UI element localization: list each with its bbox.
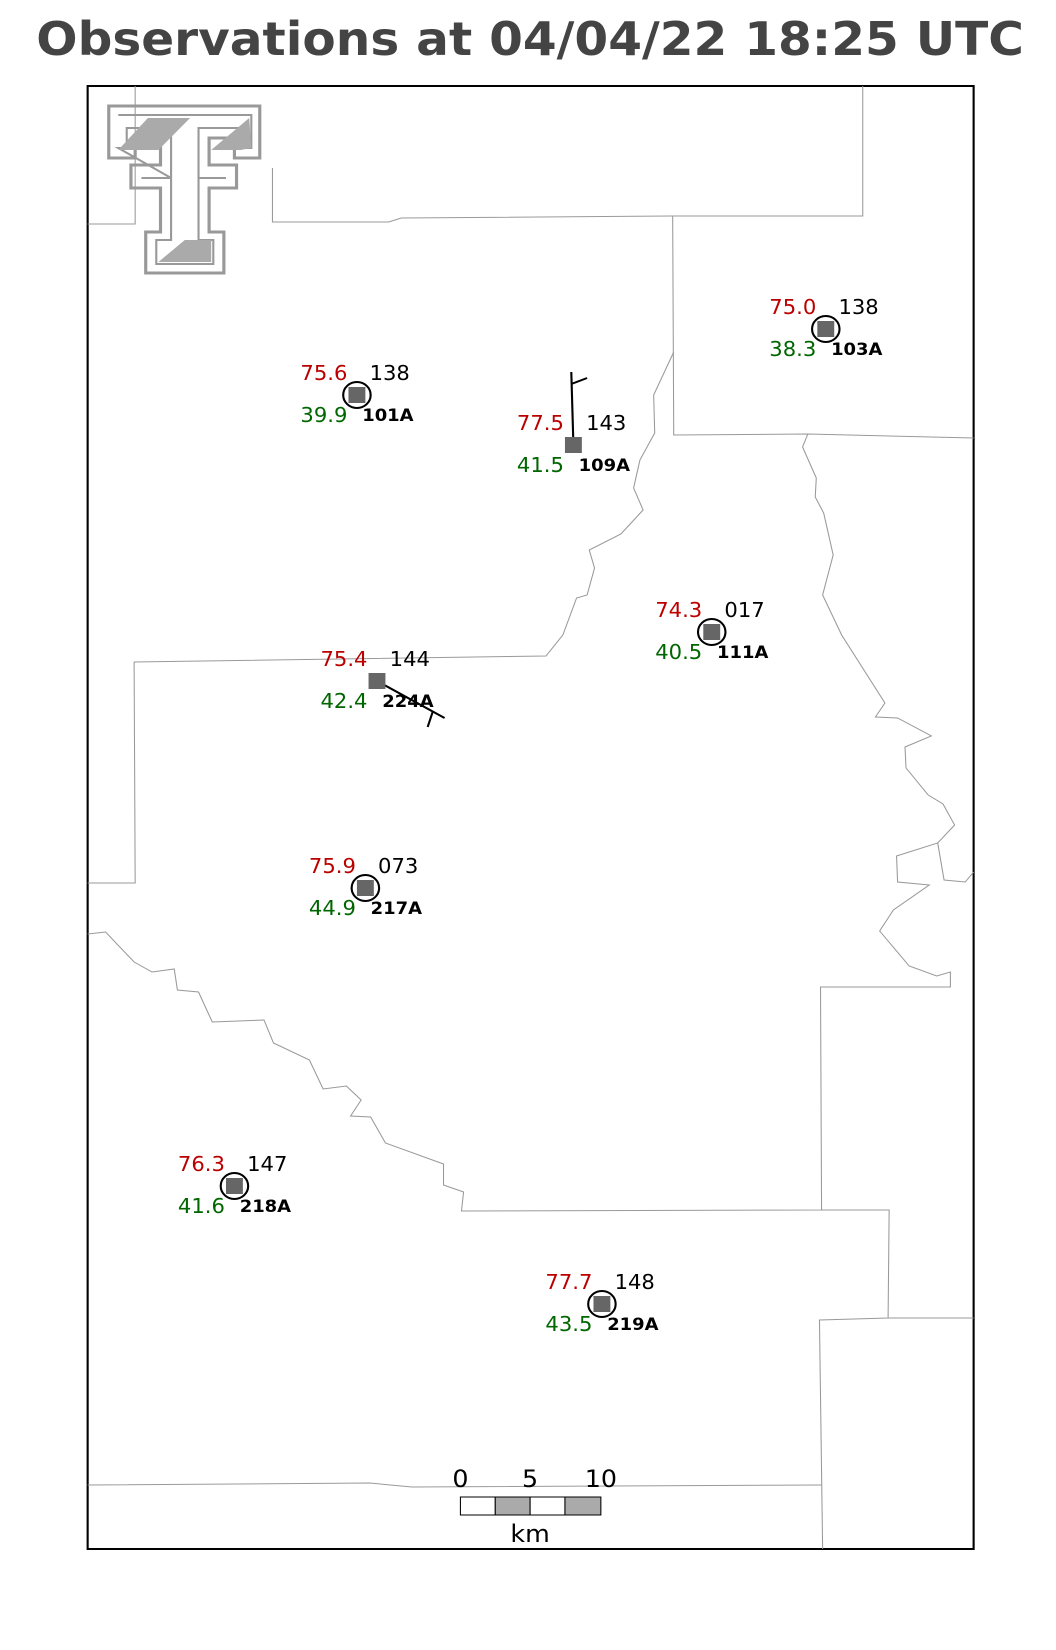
calm-circle [587,1290,617,1318]
dewpoint: 40.5 [655,641,702,664]
pressure: 073 [378,855,418,878]
station-marker [225,1178,243,1194]
university-logo [107,104,262,275]
temperature: 77.5 [517,412,564,435]
station-id: 224A [382,692,434,711]
pressure: 143 [586,412,626,435]
calm-circle [811,315,841,343]
station-marker [593,1296,611,1312]
calm-circle [350,874,381,902]
temperature: 75.6 [300,362,347,385]
calm-circle [219,1172,250,1200]
station-marker [703,624,721,640]
station-marker [817,321,835,337]
station-id: 111A [717,643,769,662]
dewpoint: 41.5 [517,454,564,477]
title: Observations at 04/04/22 18:25 UTC [36,13,1024,66]
dewpoint: 44.9 [309,897,356,920]
pressure: 138 [370,362,410,385]
station-id: 218A [240,1197,292,1216]
station-marker [564,437,582,453]
scale-tick-label: 5 [522,1465,538,1493]
temperature: 76.3 [178,1153,225,1176]
scale-tick-label: 0 [452,1465,468,1493]
calm-circle [696,618,727,646]
station-marker [348,387,366,403]
temperature: 75.9 [309,855,356,878]
scale-bar: km [459,1496,602,1548]
dewpoint: 41.6 [178,1195,225,1218]
temperature: 77.7 [545,1271,592,1294]
scale-tick-label: 10 [585,1465,617,1493]
pressure: 148 [615,1271,655,1294]
temperature: 75.4 [321,648,368,671]
station-marker [368,673,386,689]
county-lines [87,86,975,1550]
pressure: 147 [247,1153,287,1176]
station-id: 109A [579,456,631,475]
calm-circle [342,381,372,409]
pressure: 144 [390,648,430,671]
dewpoint: 38.3 [769,338,816,361]
station-id: 103A [831,340,883,359]
temperature: 75.0 [769,296,816,319]
dewpoint: 43.5 [545,1313,592,1336]
station-id: 219A [607,1315,659,1334]
wind-barbs [376,371,588,728]
scale-unit: km [510,1520,549,1548]
station-marker [356,880,374,896]
station-id: 101A [362,406,414,425]
pressure: 138 [838,296,878,319]
temperature: 74.3 [655,599,702,622]
pressure: 017 [724,599,764,622]
dewpoint: 39.9 [300,404,347,427]
dewpoint: 42.4 [321,690,368,713]
station-id: 217A [371,899,423,918]
